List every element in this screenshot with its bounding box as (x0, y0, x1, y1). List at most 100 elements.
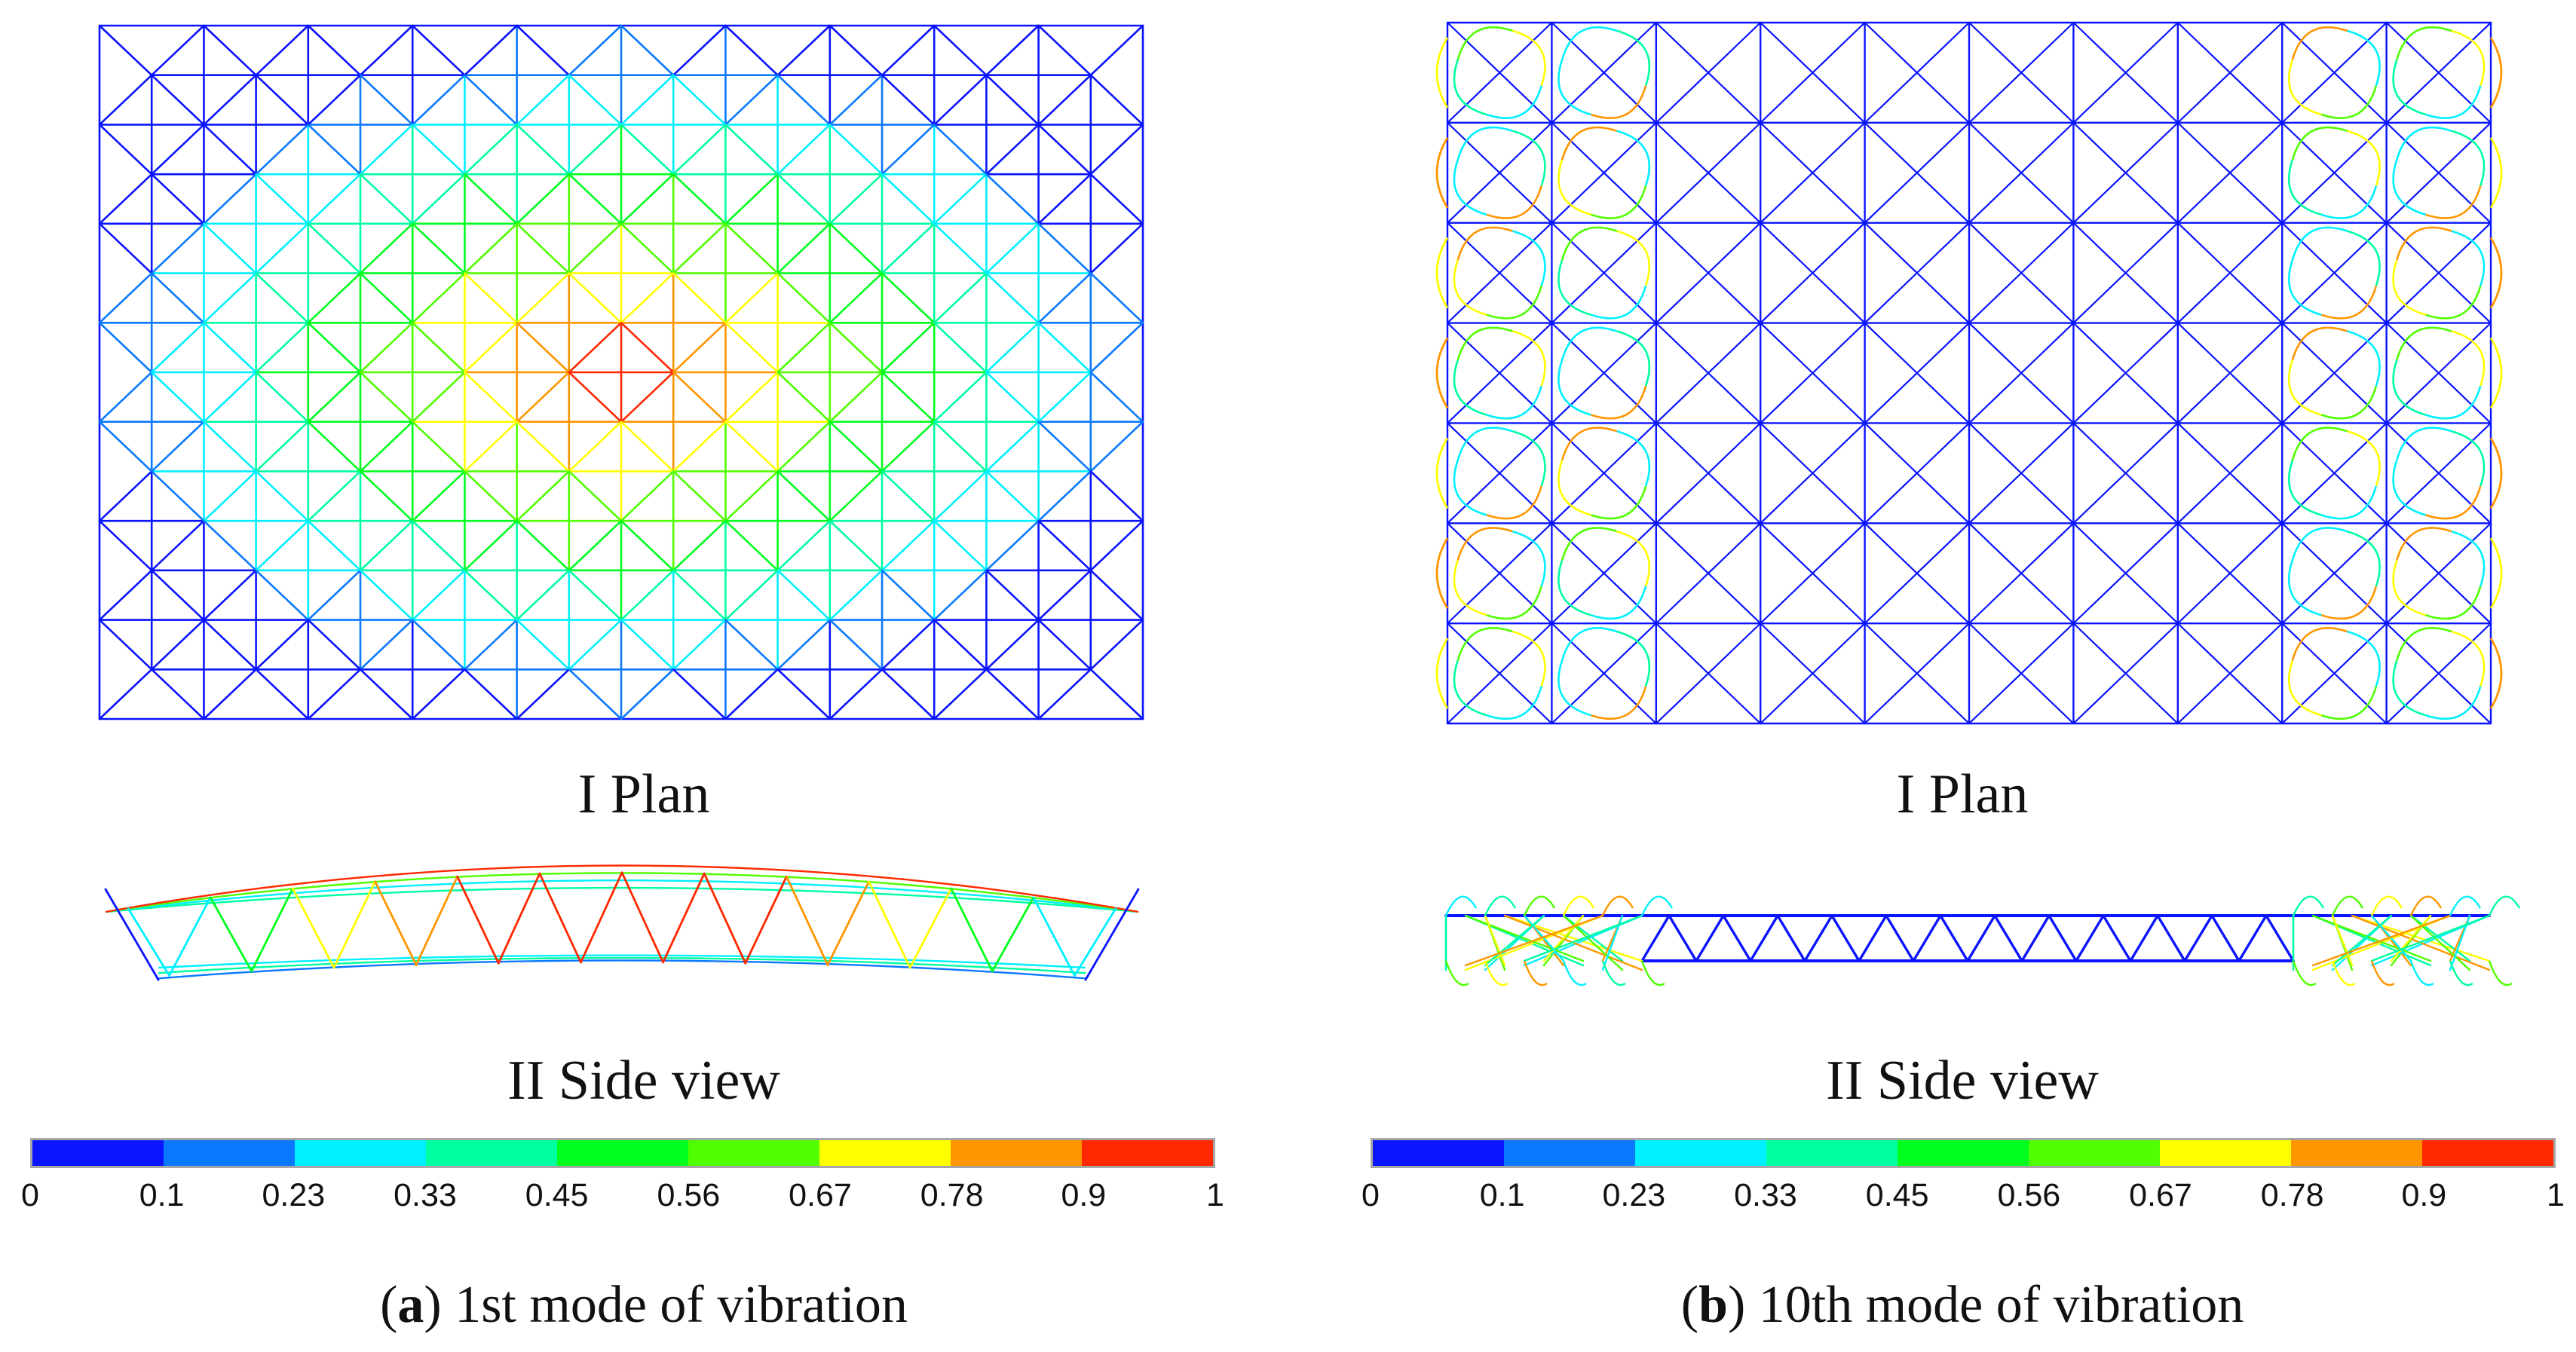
mesh-member (2072, 172, 2127, 224)
colorbar-segment (32, 1140, 164, 1166)
mesh-member (2176, 572, 2231, 625)
mesh-member (203, 124, 257, 176)
side-web (991, 896, 1035, 973)
mesh-member (1499, 272, 1553, 324)
deformed-member (2396, 627, 2452, 661)
side-web (374, 880, 418, 966)
mesh-member (1760, 172, 1814, 224)
mesh-member (411, 421, 466, 473)
mesh-member (2281, 372, 2336, 424)
side-web (250, 887, 294, 973)
caption-text: 1st mode of vibration (455, 1276, 908, 1334)
mesh-member (98, 371, 153, 424)
deformed-member (1453, 159, 1487, 216)
mesh-member (724, 272, 779, 324)
mesh-member (1916, 572, 1971, 625)
mesh-member (1446, 522, 1501, 574)
mesh-member (1655, 21, 1710, 74)
mesh-member (1812, 272, 1866, 324)
mesh-member (620, 124, 675, 176)
deformed-member (2392, 460, 2426, 516)
mesh-member (1603, 422, 1657, 474)
colorbar-tick-label: 0 (1362, 1177, 1380, 1213)
mesh-member (672, 569, 727, 621)
colorbar-segment (164, 1140, 295, 1166)
mesh-member (1037, 619, 1092, 671)
mesh-member (1446, 272, 1501, 324)
mesh-member (1603, 222, 1657, 274)
mesh-member (881, 173, 936, 225)
mesh-member (516, 519, 571, 572)
mesh-member (1603, 472, 1657, 525)
mesh-member (620, 569, 675, 621)
deformed-member (2488, 960, 2513, 986)
deformed-member (1590, 686, 1647, 720)
side-web (868, 880, 911, 969)
deformed-member (1616, 430, 1651, 487)
mesh-member (2281, 72, 2336, 124)
mesh-member (307, 173, 362, 225)
deformed-member (1590, 586, 1647, 620)
mesh-member (307, 124, 362, 176)
colorbar-segment (1504, 1140, 1635, 1166)
mesh-member (829, 519, 884, 572)
mesh-member (307, 421, 362, 473)
mesh-member (1968, 572, 2023, 625)
mesh-member (2228, 672, 2283, 725)
side-web (497, 872, 541, 965)
side-web (1749, 914, 1779, 962)
mesh-member (2281, 472, 2336, 525)
mesh-member (2020, 272, 2075, 324)
mesh-member (829, 619, 884, 671)
mesh-member (307, 321, 362, 374)
mesh-member (1446, 21, 1501, 74)
deformed-member (2396, 26, 2452, 60)
deformed-member (1590, 285, 1647, 320)
side-web (1722, 914, 1752, 962)
deformed-member (2451, 330, 2486, 387)
mesh-member (1446, 72, 1501, 124)
deformed-member (1561, 627, 1618, 661)
side-web (2048, 914, 2078, 962)
mesh-member (1551, 322, 1605, 375)
mesh-member (1968, 422, 2023, 474)
mesh-member (98, 619, 153, 671)
mesh-member (1655, 672, 1710, 725)
mesh-member (620, 321, 675, 374)
mesh-member (620, 421, 675, 473)
side-web (1695, 914, 1725, 962)
mesh-member (464, 470, 518, 522)
mesh-member (2020, 672, 2075, 725)
mesh-member (1446, 422, 1501, 474)
mesh-member (1864, 522, 1918, 574)
deformed-member (1435, 638, 1449, 709)
mesh-member (2176, 222, 2231, 274)
mesh-member (1499, 472, 1553, 525)
deformed-member (1512, 130, 1546, 186)
mesh-member (829, 321, 884, 374)
mesh-member (1551, 121, 1605, 174)
deformed-member (2291, 427, 2348, 461)
deformed-member (2291, 527, 2348, 561)
mesh-member (1812, 21, 1866, 74)
deformed-member (2320, 586, 2378, 620)
mesh-member (1089, 421, 1144, 473)
mesh-member (1603, 172, 1657, 224)
mesh-member (985, 470, 1040, 522)
mesh-member (2124, 622, 2179, 674)
side-web (538, 872, 582, 964)
deformed-member (2390, 914, 2432, 962)
side-view-label: II Side view (1826, 1050, 2099, 1112)
mesh-member (2020, 472, 2075, 525)
mesh-member (1760, 222, 1814, 274)
mesh-member (307, 470, 362, 522)
mesh-member (359, 519, 414, 572)
colorbar-tick-label: 0.78 (920, 1177, 984, 1213)
mesh-member (2228, 622, 2283, 674)
deformed-member (2425, 686, 2482, 720)
mesh-member (1089, 124, 1144, 176)
side-web (2183, 914, 2213, 962)
mesh-member (881, 668, 936, 720)
mesh-member (1916, 422, 1971, 474)
mesh-member (1760, 372, 1814, 424)
